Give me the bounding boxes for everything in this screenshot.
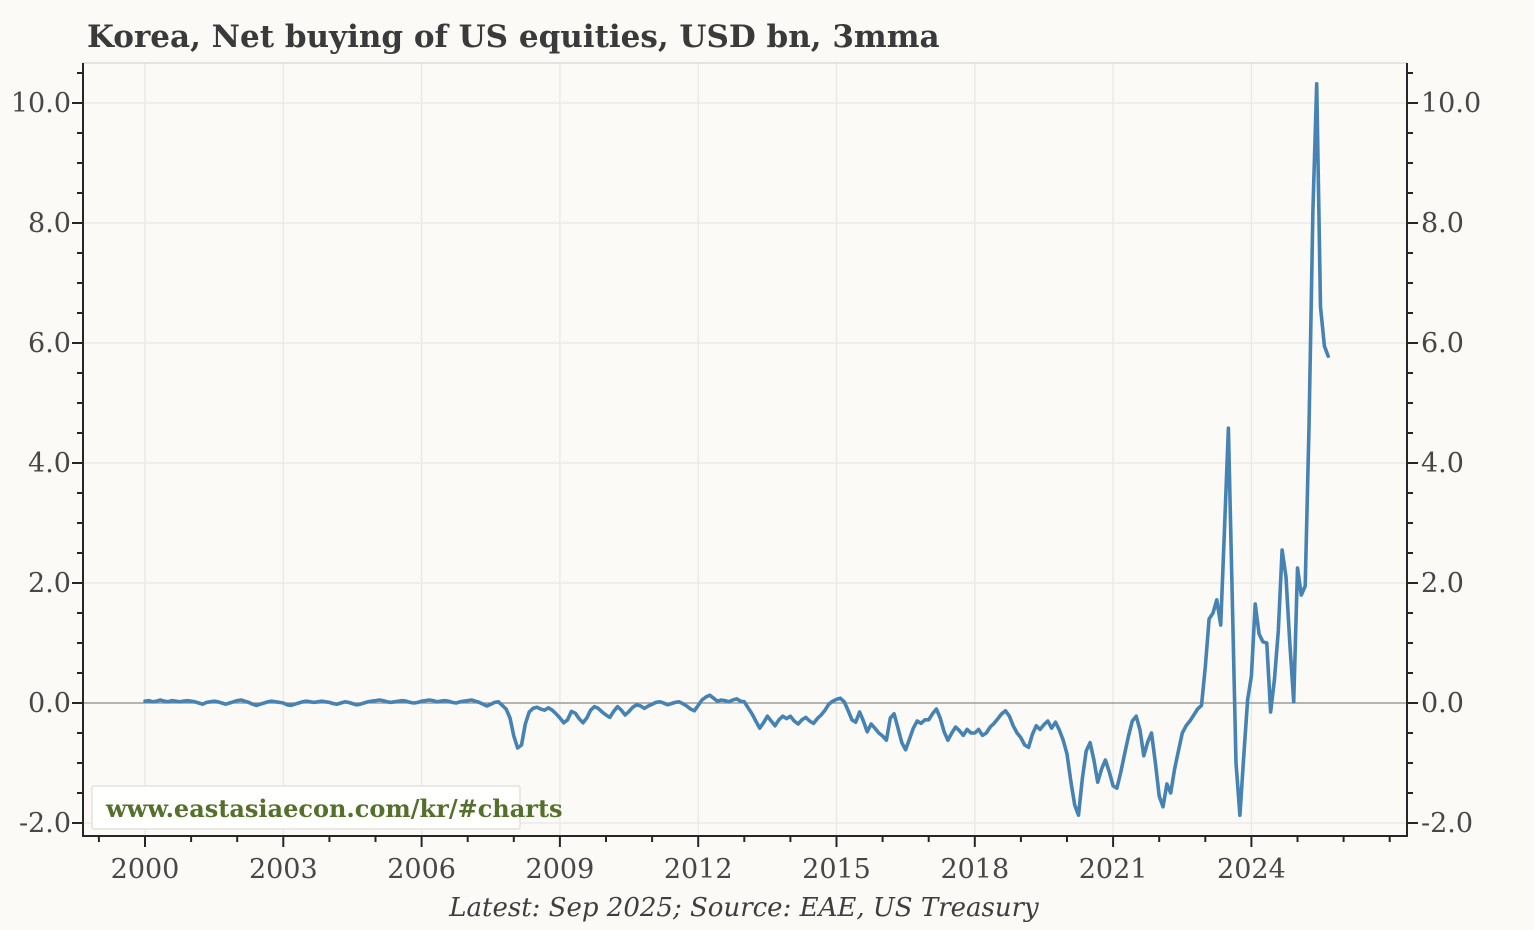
y-axis-label-left: 4.0 <box>28 448 71 479</box>
axis-ticks <box>72 72 1418 847</box>
net-buying-line <box>143 82 1330 817</box>
axis-tick-labels: -2.0 -2.0 0.0 0.0 2.0 2.0 4.0 4.0 6.0 6.0 8.0 8.0 10… <box>11 88 1481 885</box>
axes-spines <box>82 62 1408 837</box>
y-axis-label-right: 6.0 <box>1421 328 1464 359</box>
x-axis-label: 2006 <box>387 854 456 885</box>
y-axis-label-right: 2.0 <box>1421 568 1464 599</box>
y-axis-label-left: 0.0 <box>28 688 71 719</box>
y-axis-label-right: 0.0 <box>1421 688 1464 719</box>
chart-caption: Latest: Sep 2025; Source: EAE, US Treasu… <box>448 893 1039 923</box>
x-axis-label: 2009 <box>526 854 595 885</box>
x-axis-label: 2015 <box>802 854 871 885</box>
y-axis-label-left: -2.0 <box>19 808 71 839</box>
y-axis-label-left: 10.0 <box>11 88 71 119</box>
gridlines <box>83 63 1407 836</box>
x-axis-label: 2012 <box>664 854 733 885</box>
y-axis-label-right: -2.0 <box>1421 808 1473 839</box>
y-axis-label-left: 2.0 <box>28 568 71 599</box>
y-axis-label-left: 8.0 <box>28 208 71 239</box>
x-axis-label: 2021 <box>1079 854 1148 885</box>
watermark-url-text: www.eastasiaecon.com/kr/#charts <box>105 794 563 823</box>
x-axis-label: 2024 <box>1217 854 1286 885</box>
x-axis-label: 2003 <box>249 854 318 885</box>
x-axis-label: 2000 <box>111 854 180 885</box>
y-axis-label-right: 8.0 <box>1421 208 1464 239</box>
y-axis-label-left: 6.0 <box>28 328 71 359</box>
watermark: www.eastasiaecon.com/kr/#charts <box>91 785 563 830</box>
y-axis-label-right: 10.0 <box>1421 88 1481 119</box>
y-axis-label-right: 4.0 <box>1421 448 1464 479</box>
data-series <box>143 82 1330 817</box>
x-axis-label: 2018 <box>940 854 1009 885</box>
watermark-box <box>91 785 521 830</box>
chart-title: Korea, Net buying of US equities, USD bn… <box>87 19 940 55</box>
